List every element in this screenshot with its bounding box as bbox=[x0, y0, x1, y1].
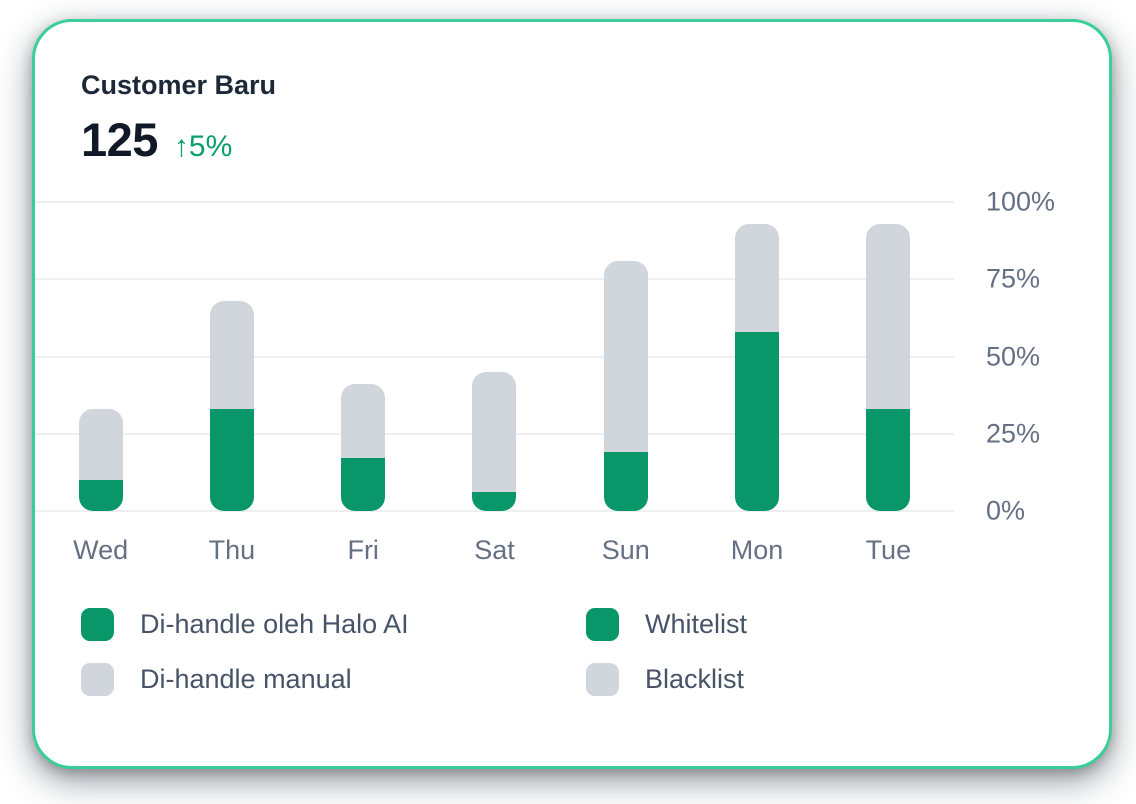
bars-container bbox=[35, 202, 954, 511]
y-tick-label: 0% bbox=[986, 495, 1026, 526]
x-tick-label-sat: Sat bbox=[474, 535, 515, 565]
legend-swatch bbox=[586, 663, 619, 696]
bar-segment-manual bbox=[472, 371, 517, 493]
y-tick-label: 50% bbox=[986, 341, 1041, 371]
bar-wed bbox=[78, 202, 123, 511]
legend-item: Blacklist bbox=[586, 663, 1109, 696]
x-tick-label-thu: Thu bbox=[208, 535, 256, 565]
y-tick-label: 75% bbox=[986, 263, 1041, 294]
bar-slot-sat bbox=[429, 202, 560, 511]
gridline bbox=[35, 510, 954, 512]
bar-segment-manual bbox=[209, 300, 254, 410]
legend-label: Blacklist bbox=[645, 664, 745, 694]
x-tick-label-tue: Tue bbox=[865, 535, 912, 565]
legend-swatch bbox=[586, 608, 619, 641]
legend-item: Di-handle manual bbox=[81, 663, 586, 696]
y-axis: 100% 75% 50% 25% 0% bbox=[954, 187, 1109, 526]
y-tick-label: 100% bbox=[986, 186, 1056, 217]
gridline bbox=[35, 201, 954, 203]
bar-segment-manual bbox=[735, 223, 780, 332]
bar-sat bbox=[472, 202, 517, 511]
x-tick-label-mon: Mon bbox=[730, 535, 784, 565]
bar-segment-ai bbox=[78, 480, 123, 511]
stat-delta: ↑5% bbox=[174, 130, 232, 164]
legend-label: Whitelist bbox=[645, 609, 748, 639]
x-tick-label-fri: Fri bbox=[347, 535, 379, 565]
bar-slot-sun bbox=[560, 202, 691, 511]
x-tick-label-wed: Wed bbox=[73, 535, 129, 565]
x-axis: Wed Thu Fri Sat Sun Mon Tue bbox=[35, 535, 954, 566]
x-tick-label-sun: Sun bbox=[601, 535, 650, 565]
bar-segment-manual bbox=[341, 384, 386, 459]
bar-segment-ai bbox=[866, 409, 911, 511]
card-title: Customer Baru bbox=[81, 70, 277, 100]
legend-swatch bbox=[81, 608, 114, 641]
bar-segment-ai bbox=[209, 409, 254, 511]
stat-delta-percent: 5% bbox=[188, 130, 233, 163]
customer-baru-card: Customer Baru 125 ↑5% 100% 75% 50% 25% 0% We… bbox=[32, 19, 1112, 769]
bar-slot-fri bbox=[298, 202, 429, 511]
bar-slot-tue bbox=[823, 202, 954, 511]
bar-sun bbox=[603, 202, 648, 511]
stat-value: 125 bbox=[81, 113, 158, 166]
bar-segment-ai bbox=[472, 492, 517, 511]
gridline bbox=[35, 355, 954, 358]
gridline bbox=[35, 278, 954, 281]
bar-fri bbox=[341, 202, 386, 511]
bar-slot-mon bbox=[691, 202, 822, 511]
bar-slot-thu bbox=[166, 202, 297, 511]
stat-row: 125 ↑5% bbox=[35, 114, 1109, 170]
bar-thu bbox=[209, 202, 254, 511]
legend-item: Whitelist bbox=[586, 608, 1109, 641]
legend-item: Di-handle oleh Halo AI bbox=[81, 608, 586, 641]
bar-segment-ai bbox=[603, 452, 648, 511]
bar-tue bbox=[866, 202, 911, 511]
bar-segment-manual bbox=[78, 409, 123, 481]
up-arrow-icon: ↑ bbox=[173, 130, 189, 163]
bar-segment-manual bbox=[866, 223, 911, 410]
legend-label: Di-handle manual bbox=[140, 664, 352, 694]
bar-segment-ai bbox=[735, 331, 780, 511]
bar-slot-wed bbox=[35, 202, 166, 511]
chart-legend: Di-handle oleh Halo AI Whitelist Di-handle… bbox=[81, 608, 1109, 696]
legend-swatch bbox=[81, 663, 114, 696]
bar-segment-manual bbox=[603, 260, 648, 453]
bar-segment-ai bbox=[341, 458, 386, 511]
bar-mon bbox=[735, 202, 780, 511]
plot-area bbox=[35, 201, 954, 512]
stacked-bar-chart: 100% 75% 50% 25% 0% bbox=[35, 187, 1109, 526]
legend-label: Di-handle oleh Halo AI bbox=[140, 609, 409, 639]
y-tick-label: 25% bbox=[986, 418, 1041, 449]
